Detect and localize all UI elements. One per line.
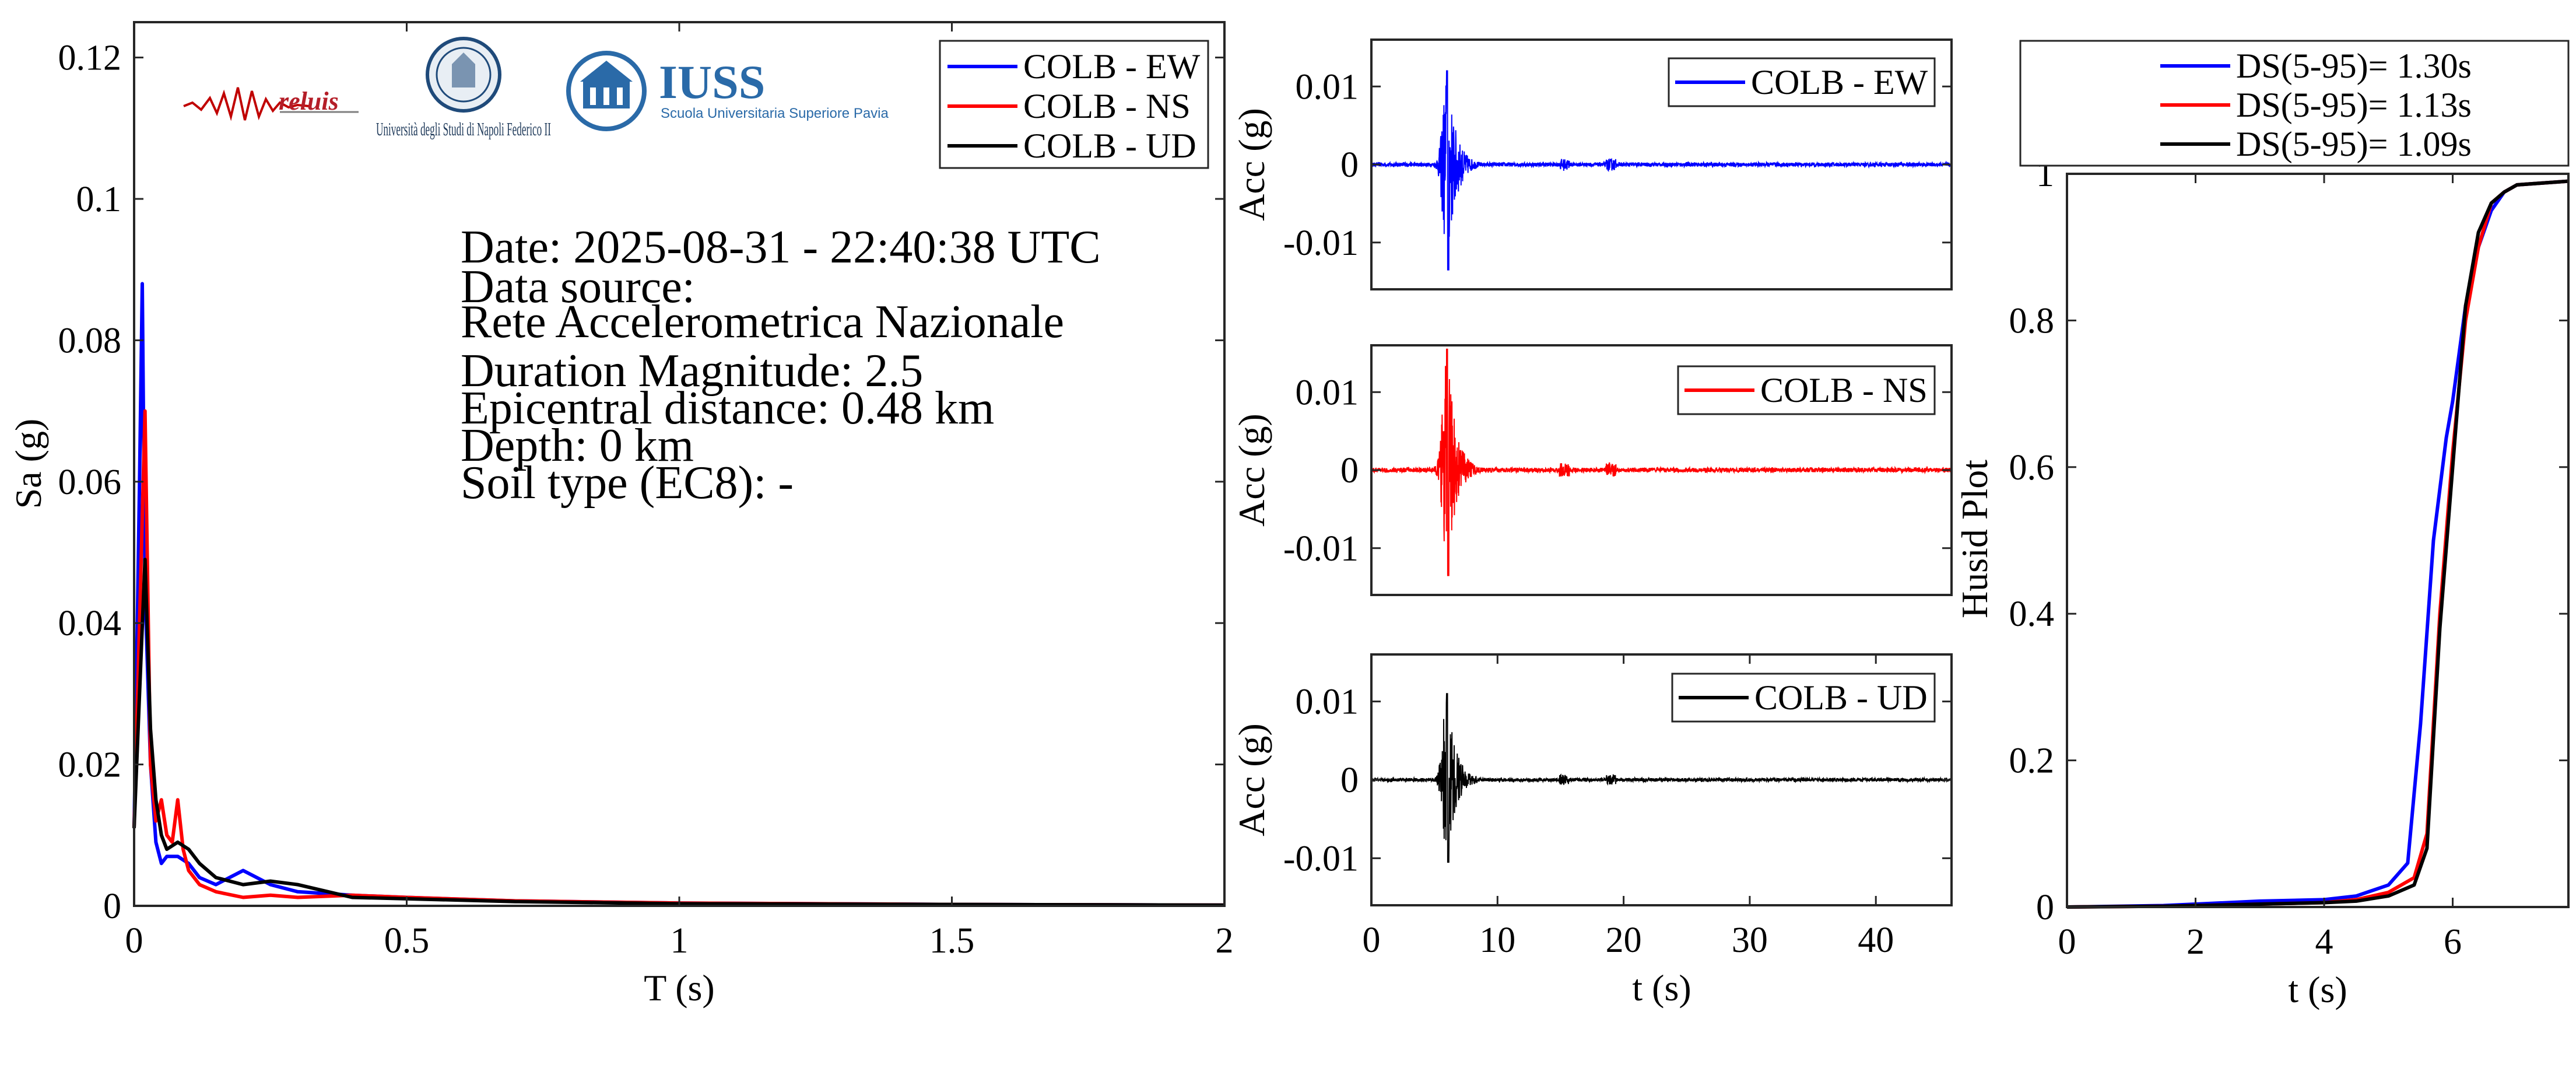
husid-line-ud — [2066, 179, 2569, 909]
event-info: Date: 2025-08-31 - 22:40:38 UTC Data sou… — [461, 222, 1101, 509]
y-tick-label: 0.1 — [76, 180, 122, 219]
ns-ylabel: Acc (g) — [1231, 414, 1272, 527]
waveform-line-ud — [1371, 693, 1952, 863]
husid-line-ns — [2066, 179, 2569, 909]
husid-legend-1: DS(5-95)= 1.30s — [2236, 47, 2472, 85]
depth: Depth: 0 km — [461, 420, 694, 471]
y-tick-label: 0.01 — [1296, 67, 1359, 107]
y-tick-label: -0.01 — [1283, 223, 1359, 263]
event-date: Date: 2025-08-31 - 22:40:38 UTC — [461, 222, 1101, 273]
unina-logo: Università degli Studi di Napoli Federic… — [376, 37, 551, 139]
data-source-label: Data source: — [461, 261, 695, 313]
ud-xlabel: t (s) — [1632, 967, 1691, 1009]
soil-type: Soil type (EC8): - — [461, 457, 794, 509]
husid-axes-box — [2066, 173, 2570, 908]
reluis-logo: reluis — [183, 87, 359, 121]
x-tick-label: 0.5 — [384, 921, 430, 961]
x-tick-label: 2 — [2187, 922, 2205, 962]
y-tick-label: -0.01 — [1283, 839, 1359, 878]
ns-waveform-panel: -0.01 0 0.01 Acc (g) COLB - NS — [1231, 344, 1953, 596]
waveform-line-ew — [1371, 70, 1952, 271]
husid-ylabel: Husid Plot — [1954, 460, 1995, 618]
y-tick-label: 0 — [1340, 145, 1359, 185]
husid-lines — [2066, 179, 2569, 909]
y-tick-label: 0 — [103, 887, 121, 926]
legend-ns: COLB - NS — [1023, 87, 1191, 125]
spectrum-xlabel: T (s) — [644, 967, 714, 1009]
ew-waveform — [1371, 70, 1952, 271]
reluis-logo-text: reluis — [279, 87, 339, 115]
spectrum-ylabel: Sa (g) — [8, 419, 49, 509]
husid-legend: DS(5-95)= 1.30s DS(5-95)= 1.13s DS(5-95)… — [2019, 40, 2570, 167]
husid-line-ew — [2066, 179, 2569, 909]
husid-legend-2: DS(5-95)= 1.13s — [2236, 86, 2472, 124]
y-tick-label: 0.01 — [1296, 373, 1359, 412]
y-tick-label: 0.04 — [58, 604, 122, 643]
x-tick-label: 1.5 — [929, 921, 975, 961]
ew-ylabel: Acc (g) — [1231, 108, 1272, 221]
husid-legend-box — [2019, 40, 2570, 167]
waveform-line-ns — [1371, 348, 1952, 576]
x-tick-label: 0 — [2058, 922, 2076, 962]
epicentral-distance: Epicentral distance: 0.48 km — [461, 383, 994, 434]
y-tick-label: 0.2 — [2009, 741, 2055, 781]
spectrum-panel: 0 0.5 1 1.5 200.020.040.060.080.10.12 T (s) … — [8, 21, 1234, 1009]
spectrum-ticks: 0 0.5 1 1.5 2 0 0.02 0.04 0.06 0.08 0.1 0.12 — [58, 22, 1234, 961]
spectrum-line-ud — [132, 558, 1225, 907]
iuss-logo-subtitle: Scuola Universitaria Superiore Pavia — [661, 106, 889, 121]
ew-legend-label: COLB - EW — [1751, 63, 1928, 101]
ud-legend-label: COLB - UD — [1754, 678, 1928, 717]
unina-logo-text: Università degli Studi di Napoli Federic… — [376, 118, 551, 139]
y-tick-label: 0.6 — [2009, 448, 2055, 488]
x-tick-label: 20 — [1606, 920, 1642, 960]
iuss-logo: IUSS Scuola Universitaria Superiore Pavi… — [566, 51, 889, 131]
ew-waveform-panel: -0.01 0 0.01 Acc (g) COLB - EW — [1231, 38, 1953, 290]
y-tick-label: 0 — [2036, 888, 2054, 927]
ns-waveform — [1371, 348, 1952, 576]
data-source: Rete Accelerometrica Nazionale — [461, 296, 1064, 348]
duration-magnitude: Duration Magnitude: 2.5 — [461, 345, 923, 397]
x-tick-label: 6 — [2444, 922, 2462, 962]
y-tick-label: 0.12 — [58, 38, 122, 78]
y-tick-label: 0 — [1340, 761, 1359, 800]
x-tick-label: 40 — [1858, 920, 1894, 960]
y-tick-label: 0.8 — [2009, 301, 2055, 341]
husid-ticks: 0 2 4 600.20.40.60.81 — [2009, 155, 2568, 962]
husid-legend-3: DS(5-95)= 1.09s — [2236, 125, 2472, 163]
x-tick-label: 4 — [2315, 922, 2333, 962]
ns-ticks: -0.01 0 0.01 — [1283, 373, 1952, 569]
y-tick-label: 0 — [1340, 451, 1359, 491]
ew-ticks: -0.01 0 0.01 — [1283, 67, 1952, 263]
ud-waveform-panel: 0 10 20 30 40 -0.01 0 0.01 Acc (g) t (s) COLB -… — [1231, 653, 1953, 1009]
y-tick-label: 0.4 — [2009, 594, 2055, 634]
iuss-logo-name: IUSS — [659, 55, 765, 108]
y-tick-label: 0.06 — [58, 463, 122, 502]
x-tick-label: 0 — [1363, 920, 1381, 960]
legend-ew: COLB - EW — [1023, 47, 1201, 86]
y-tick-label: -0.01 — [1283, 529, 1359, 569]
spectrum-lines — [132, 282, 1225, 907]
ud-waveform — [1371, 693, 1952, 863]
x-tick-label: 0 — [125, 921, 143, 961]
x-tick-label: 10 — [1479, 920, 1515, 960]
y-tick-label: 0.02 — [58, 745, 122, 785]
x-tick-label: 30 — [1732, 920, 1768, 960]
ud-ticks: 0 10 20 30 40 -0.01 0 0.01 — [1283, 654, 1952, 960]
ns-legend-label: COLB - NS — [1760, 371, 1928, 409]
legend-ud: COLB - UD — [1023, 127, 1196, 165]
husid-panel: 0 2 4 600.20.40.60.81 t (s) Husid Plot DS(5… — [1954, 40, 2570, 1010]
husid-xlabel: t (s) — [2288, 969, 2347, 1010]
ud-ylabel: Acc (g) — [1231, 723, 1272, 836]
x-tick-label: 1 — [671, 921, 689, 961]
x-tick-label: 2 — [1216, 921, 1234, 961]
y-tick-label: 0.08 — [58, 321, 122, 360]
y-tick-label: 0.01 — [1296, 682, 1359, 722]
spectrum-legend: COLB - EW COLB - NS COLB - UD — [939, 40, 1209, 169]
